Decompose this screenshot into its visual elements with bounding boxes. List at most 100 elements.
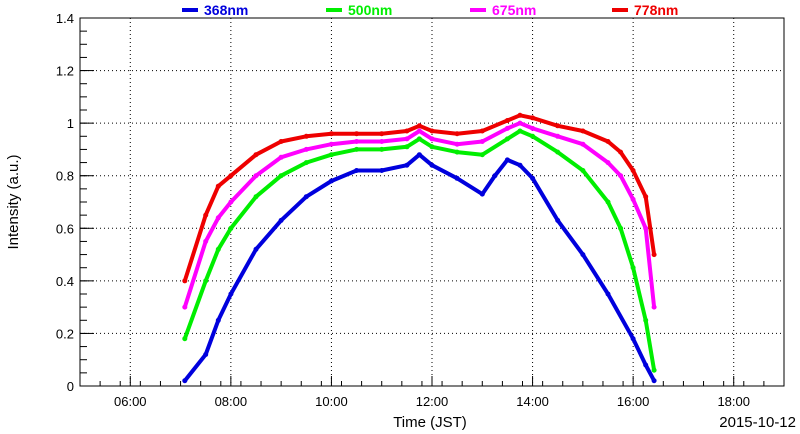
data-point <box>618 173 624 179</box>
y-tick-label: 1 <box>67 116 74 131</box>
data-point <box>328 141 334 147</box>
data-point <box>328 178 334 184</box>
data-point <box>182 378 188 384</box>
data-point <box>605 291 611 297</box>
data-point <box>228 291 234 297</box>
data-point <box>404 144 410 150</box>
data-point <box>404 128 410 134</box>
data-point <box>651 304 657 310</box>
data-point <box>215 183 221 189</box>
data-point <box>618 225 624 231</box>
legend-item: 778nm <box>612 2 678 18</box>
data-point <box>203 238 209 244</box>
data-point <box>630 196 636 202</box>
data-point <box>354 139 360 144</box>
data-point <box>253 173 259 179</box>
data-point <box>651 367 657 373</box>
data-point <box>429 136 435 142</box>
data-point <box>605 139 611 144</box>
data-point <box>555 217 561 223</box>
axes: 06:00 08:00 10:00 12:00 14:00 16:00 18:00 0 0.2 0… <box>56 11 785 409</box>
data-point <box>416 152 422 158</box>
y-tick-label: 0 <box>67 379 74 394</box>
data-point <box>479 191 485 197</box>
data-point <box>517 112 523 118</box>
data-point <box>379 146 385 152</box>
data-point <box>479 139 485 144</box>
data-point <box>630 336 636 342</box>
data-point <box>454 141 460 147</box>
legend: 368nm 500nm 675nm 778nm <box>182 2 678 18</box>
series-675nm <box>182 120 657 310</box>
data-point <box>517 120 523 126</box>
series-778nm <box>182 112 657 284</box>
data-point <box>303 194 309 200</box>
y-tick-label: 1.2 <box>56 64 74 79</box>
data-point <box>454 131 460 137</box>
legend-item: 368nm <box>182 2 248 18</box>
data-point <box>253 246 259 252</box>
data-point <box>303 160 309 166</box>
data-point <box>580 252 586 258</box>
data-point <box>429 162 435 168</box>
data-point <box>492 173 498 179</box>
data-point <box>228 173 234 179</box>
data-point <box>182 336 188 342</box>
data-point <box>404 162 410 168</box>
data-point <box>278 217 284 223</box>
data-point <box>643 317 649 323</box>
data-point <box>517 162 523 168</box>
data-point <box>303 133 309 139</box>
data-point <box>454 175 460 181</box>
x-tick-label: 08:00 <box>215 394 248 409</box>
data-point <box>203 278 209 284</box>
data-point <box>228 199 234 205</box>
y-tick-label: 0.8 <box>56 169 74 184</box>
data-point <box>530 133 536 139</box>
data-point <box>605 199 611 205</box>
data-point <box>454 149 460 155</box>
data-point <box>530 125 536 131</box>
data-point <box>182 304 188 310</box>
data-point <box>429 144 435 150</box>
data-point <box>278 154 284 160</box>
x-tick-label: 16:00 <box>617 394 650 409</box>
data-point <box>429 128 435 134</box>
data-point <box>278 173 284 179</box>
data-point <box>416 123 422 129</box>
data-point <box>328 131 334 137</box>
x-tick-label: 14:00 <box>516 394 549 409</box>
data-point <box>643 194 649 200</box>
data-point <box>354 146 360 152</box>
data-point <box>215 246 221 252</box>
x-tick-label: 06:00 <box>114 394 147 409</box>
legend-label: 368nm <box>204 2 248 18</box>
data-point <box>651 378 657 384</box>
data-point <box>404 136 410 142</box>
data-point <box>580 141 586 147</box>
data-point <box>379 139 385 144</box>
data-point <box>278 139 284 144</box>
y-tick-label: 1.4 <box>56 11 74 26</box>
data-point <box>630 168 636 173</box>
data-point <box>555 149 561 155</box>
data-point <box>530 115 536 121</box>
data-point <box>215 215 221 221</box>
data-point <box>303 146 309 152</box>
x-axis-title: Time (JST) <box>393 414 467 431</box>
data-point <box>228 225 234 231</box>
y-tick-label: 0.4 <box>56 274 74 289</box>
data-point <box>354 131 360 137</box>
data-point <box>253 152 259 158</box>
date-label: 2015-10-12 <box>719 414 796 431</box>
data-point <box>517 128 523 134</box>
data-point <box>580 168 586 173</box>
data-point <box>182 278 188 284</box>
x-tick-label: 10:00 <box>315 394 348 409</box>
legend-label: 675nm <box>492 2 536 18</box>
y-axis-title: Intensity (a.u.) <box>5 154 22 249</box>
legend-label: 778nm <box>634 2 678 18</box>
data-point <box>504 118 510 123</box>
